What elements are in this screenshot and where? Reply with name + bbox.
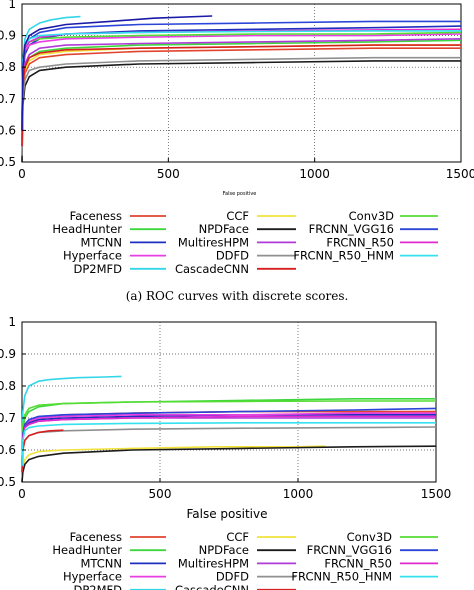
x-tick-label: 1000 [283, 487, 314, 501]
x-tick-label: 0 [18, 167, 26, 181]
legend-label: DDFD [216, 570, 249, 584]
legend-label: FRCNN_VGG16 [309, 222, 394, 236]
legend-label: DP2MFD [74, 262, 123, 276]
series-line-ccf [21, 445, 326, 483]
legend-label: Hyperface [63, 570, 122, 584]
y-tick-label: 0.8 [0, 379, 16, 393]
legend-label: HeadHunter [52, 222, 122, 236]
chart-2: 0 500 1000 1500 0.5 0.6 0.7 0.8 0.9 1 False positi… [0, 315, 451, 590]
series-line-frcnn-r50-hnm [21, 421, 436, 467]
x-tick-label: 1500 [446, 167, 474, 181]
legend-label: HeadHunter [52, 543, 122, 557]
legend-label: CCF [226, 209, 249, 223]
x-tick-label: 500 [157, 167, 180, 181]
legend-label: Faceness [70, 209, 122, 223]
series-line-cascadecnn [21, 44, 461, 147]
y-tick-label: 0.9 [0, 347, 16, 361]
legend-label: FRCNN_VGG16 [307, 543, 392, 557]
series-line-conv3d [21, 400, 436, 463]
legend-label: FRCNN_R50_HNM [293, 249, 394, 263]
legend-label: FRCNN_R50_HNM [291, 570, 392, 584]
x-axis-label: False positive [223, 191, 257, 197]
y-tick-label: 0.5 [0, 475, 16, 489]
series-line-ddfd [21, 56, 461, 156]
legend-label: CascadeCNN [175, 583, 249, 590]
chart-1: 0 500 1000 1500 0.5 0.6 0.7 0.8 0.9 1 False positi… [0, 0, 474, 276]
legend-label: MultiresHPM [178, 556, 249, 570]
x-axis-label: False positive [186, 507, 267, 521]
series-line-unlabeled-14 [21, 15, 213, 131]
legend-label: NPDFace [199, 543, 249, 557]
caption-a: (a) ROC curves with discrete scores. [126, 289, 349, 303]
series-line-npdface [21, 445, 437, 483]
legend-label: MTCNN [80, 556, 122, 570]
x-tick-label: 500 [149, 487, 172, 501]
y-tick-label: 0.5 [0, 155, 16, 169]
y-tick-label: 0.6 [0, 123, 16, 137]
legend-label: CascadeCNN [175, 262, 249, 276]
legend-label: MTCNN [80, 235, 122, 249]
y-tick-label: 0.6 [0, 443, 16, 457]
legend-label: FRCNN_R50 [324, 556, 392, 570]
y-tick-label: 0.7 [0, 92, 16, 106]
y-tick-label: 0.9 [0, 29, 16, 43]
legend-label: Conv3D [347, 530, 392, 544]
legend-label: Conv3D [349, 209, 394, 223]
x-tick-label: 1500 [421, 487, 452, 501]
y-tick-label: 0.8 [0, 60, 16, 74]
y-tick-label: 1 [8, 315, 16, 329]
legend-label: Hyperface [63, 249, 122, 263]
legend-label: CCF [226, 530, 249, 544]
series-line-dp2mfd [21, 375, 122, 451]
y-tick-label: 0.7 [0, 411, 16, 425]
legend-label: FRCNN_R50 [326, 235, 394, 249]
legend-label: Faceness [70, 530, 122, 544]
x-tick-label: 0 [18, 487, 26, 501]
x-tick-label: 1000 [299, 167, 330, 181]
y-tick-label: 1 [8, 0, 16, 11]
legend-label: DP2MFD [74, 583, 123, 590]
legend-label: NPDFace [199, 222, 249, 236]
legend-label: DDFD [216, 249, 249, 263]
legend-label: MultiresHPM [178, 235, 249, 249]
